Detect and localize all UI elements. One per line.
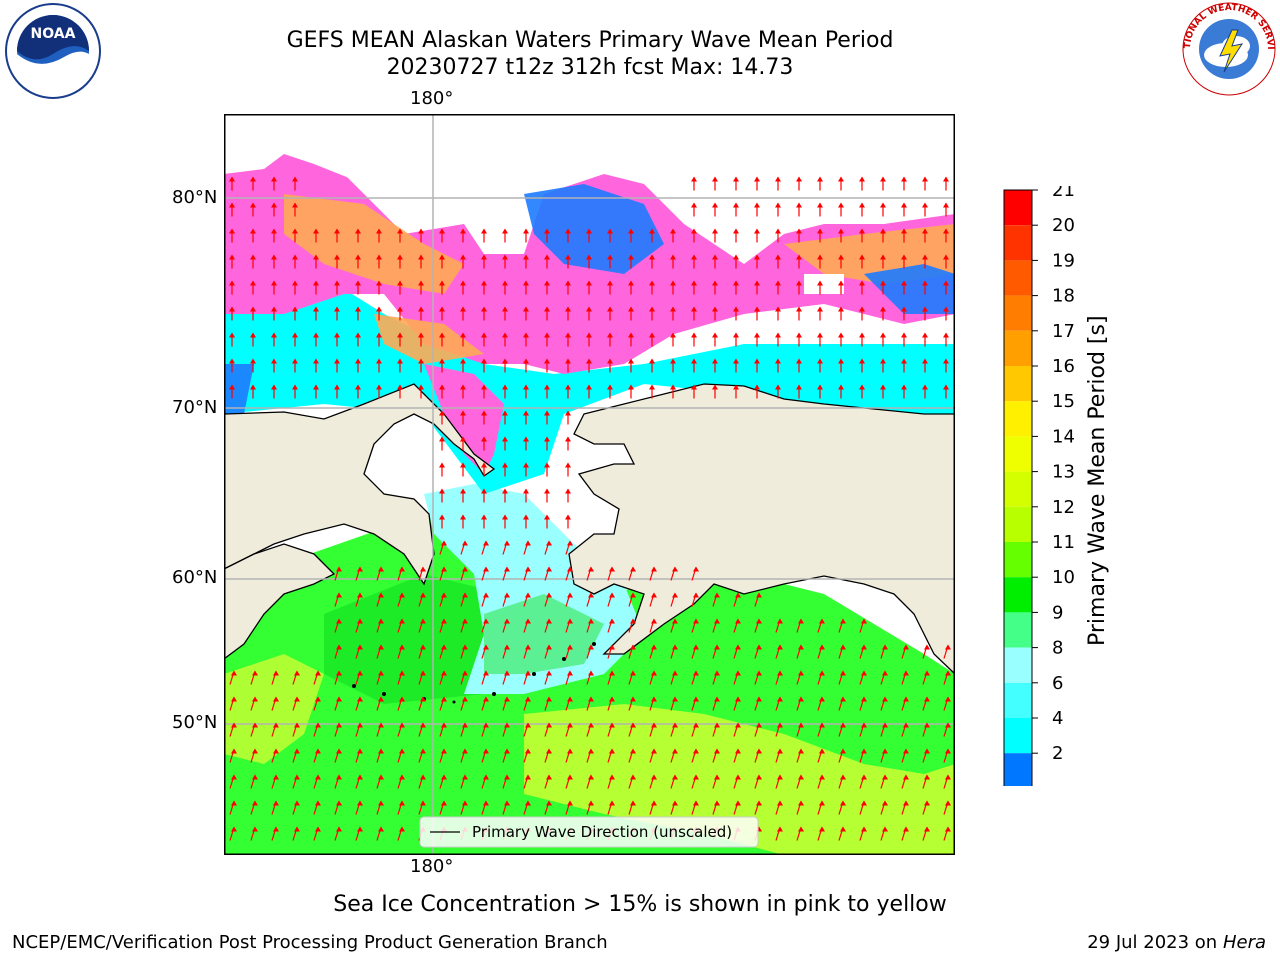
- colorbar-block: [1004, 366, 1032, 402]
- colorbar-block: [1004, 647, 1032, 683]
- colorbar-tick-label: 19: [1052, 250, 1075, 271]
- field-bering-green: [484, 594, 604, 674]
- lat-label-80: 80°N: [172, 187, 218, 208]
- colorbar-tick-label: 15: [1052, 391, 1075, 412]
- land-siberia-alaska: [225, 383, 496, 586]
- colorbar-block: [1004, 506, 1032, 542]
- footer-date: 29 Jul 2023 on: [1087, 932, 1223, 953]
- colorbar-tick-label: 2: [1052, 743, 1063, 764]
- sea-ice-note: Sea Ice Concentration > 15% is shown in …: [333, 892, 947, 917]
- colorbar-tick-label: 17: [1052, 321, 1075, 342]
- arrow-legend-label: Primary Wave Direction (unscaled): [472, 823, 732, 841]
- colorbar-tick-label: 14: [1052, 426, 1075, 447]
- colorbar-tick-label: 13: [1052, 462, 1075, 483]
- noaa-logo-text: NOAA: [31, 26, 76, 42]
- field-arctic-cyan: [225, 254, 954, 494]
- map-panel: Primary Wave Direction (unscaled): [224, 114, 955, 855]
- title-line-1: GEFS MEAN Alaskan Waters Primary Wave Me…: [286, 28, 894, 53]
- lon-label-bottom: 180°: [410, 856, 454, 877]
- lat-label-50: 50°N: [172, 712, 218, 733]
- colorbar-tick-label: 11: [1052, 532, 1075, 553]
- lon-label-top: 180°: [410, 88, 454, 109]
- colorbar-block: [1004, 225, 1032, 261]
- footer-right: 29 Jul 2023 on Hera: [1087, 932, 1266, 953]
- colorbar-tick-label: 10: [1052, 567, 1075, 588]
- colorbar-block: [1004, 295, 1032, 331]
- noaa-logo: NOAA: [5, 3, 101, 99]
- colorbar-tick-label: 4: [1052, 708, 1063, 729]
- field-ice-orange: [284, 194, 954, 364]
- colorbar-tick-label: 8: [1052, 638, 1063, 659]
- colorbar-block: [1004, 753, 1032, 786]
- footer-left: NCEP/EMC/Verification Post Processing Pr…: [12, 932, 608, 953]
- land-kamchatka: [225, 543, 336, 660]
- field-yellow-patch-west: [225, 654, 324, 764]
- colorbar-block: [1004, 190, 1032, 226]
- colorbar-tick-label: 21: [1052, 186, 1075, 201]
- lat-label-70: 70°N: [172, 397, 218, 418]
- lat-label-60: 60°N: [172, 567, 218, 588]
- colorbar-block: [1004, 401, 1032, 437]
- nws-logo: NATIONAL WEATHER SERVICE: [1180, 0, 1276, 96]
- colorbar-tick-label: 18: [1052, 286, 1075, 307]
- colorbar-tick-label: 9: [1052, 602, 1063, 623]
- colorbar-block: [1004, 577, 1032, 613]
- colorbar-block: [1004, 612, 1032, 648]
- colorbar-label: Primary Wave Mean Period [s]: [1085, 315, 1110, 646]
- colorbar-block: [1004, 682, 1032, 718]
- colorbar-tick-label: 6: [1052, 673, 1063, 694]
- colorbar-block: [1004, 471, 1032, 507]
- colorbar-block: [1004, 260, 1032, 296]
- colorbar-tick-label: 20: [1052, 215, 1075, 236]
- title-line-2: 20230727 t12z 312h fcst Max: 14.73: [386, 55, 794, 80]
- colorbar-block: [1004, 542, 1032, 578]
- colorbar-block: [1004, 436, 1032, 472]
- colorbar-block: [1004, 330, 1032, 366]
- colorbar: 21 20 19 18 17 16 15 14 13 12 11 10 9 8 6 4 2: [1003, 186, 1075, 786]
- colorbar-tick-label: 12: [1052, 497, 1075, 518]
- footer-machine: Hera: [1222, 932, 1266, 953]
- arrow-legend: Primary Wave Direction (unscaled): [419, 816, 759, 848]
- colorbar-block: [1004, 718, 1032, 754]
- colorbar-tick-label: 16: [1052, 356, 1075, 377]
